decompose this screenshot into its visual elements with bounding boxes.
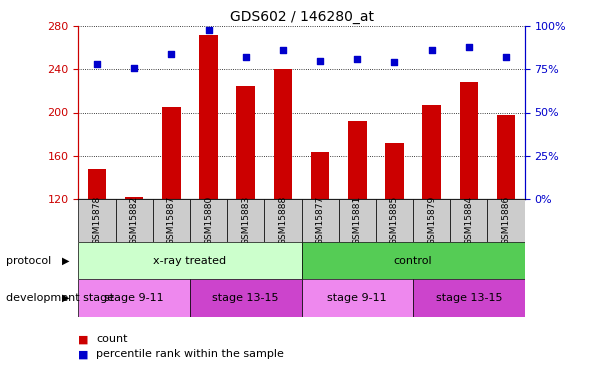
Bar [311, 152, 329, 199]
Text: GSM15883: GSM15883 [241, 196, 250, 245]
Point [92, 61, 102, 67]
Text: x-ray treated: x-ray treated [153, 256, 227, 266]
Text: GSM15884: GSM15884 [464, 196, 473, 245]
Text: GSM15888: GSM15888 [279, 196, 288, 245]
Bar [459, 82, 478, 199]
Text: GSM15880: GSM15880 [204, 196, 213, 245]
Bar [236, 86, 255, 199]
Title: GDS602 / 146280_at: GDS602 / 146280_at [230, 10, 373, 24]
Point [166, 51, 176, 57]
Text: percentile rank within the sample: percentile rank within the sample [96, 350, 285, 359]
Bar [450, 199, 487, 242]
Bar [302, 242, 525, 279]
Bar [116, 199, 153, 242]
Bar [162, 107, 181, 199]
Text: stage 9-11: stage 9-11 [327, 293, 387, 303]
Point [315, 58, 325, 64]
Point [204, 27, 213, 33]
Text: development stage: development stage [6, 293, 114, 303]
Point [278, 47, 288, 53]
Bar [153, 199, 190, 242]
Bar [125, 196, 144, 199]
Point [464, 44, 474, 50]
Point [501, 54, 511, 60]
Text: GSM15877: GSM15877 [315, 196, 324, 245]
Text: GSM15882: GSM15882 [130, 196, 139, 245]
Text: stage 13-15: stage 13-15 [435, 293, 502, 303]
Text: ▶: ▶ [62, 256, 69, 266]
Text: GSM15887: GSM15887 [167, 196, 176, 245]
Point [130, 64, 139, 70]
Text: GSM15885: GSM15885 [390, 196, 399, 245]
Text: control: control [394, 256, 432, 266]
Text: GSM15878: GSM15878 [92, 196, 101, 245]
Text: ■: ■ [78, 334, 89, 344]
Bar [78, 279, 190, 317]
Text: stage 9-11: stage 9-11 [104, 293, 164, 303]
Bar [422, 105, 441, 199]
Text: stage 13-15: stage 13-15 [212, 293, 279, 303]
Bar [487, 199, 525, 242]
Text: ▶: ▶ [62, 293, 69, 303]
Bar [274, 69, 292, 199]
Point [241, 54, 251, 60]
Bar [339, 199, 376, 242]
Bar [78, 242, 302, 279]
Bar [413, 279, 525, 317]
Text: protocol: protocol [6, 256, 51, 266]
Text: GSM15879: GSM15879 [427, 196, 436, 245]
Point [427, 47, 437, 53]
Text: GSM15881: GSM15881 [353, 196, 362, 245]
Point [352, 56, 362, 62]
Bar [190, 199, 227, 242]
Point [390, 60, 399, 66]
Bar [302, 279, 413, 317]
Bar [87, 169, 106, 199]
Bar [413, 199, 450, 242]
Text: GSM15886: GSM15886 [502, 196, 511, 245]
Bar [376, 199, 413, 242]
Text: count: count [96, 334, 128, 344]
Bar [385, 143, 404, 199]
Bar [78, 199, 116, 242]
Bar [348, 121, 367, 199]
Bar [497, 115, 516, 199]
Text: ■: ■ [78, 350, 89, 359]
Bar [264, 199, 302, 242]
Bar [199, 35, 218, 199]
Bar [190, 279, 302, 317]
Bar [302, 199, 339, 242]
Bar [227, 199, 264, 242]
